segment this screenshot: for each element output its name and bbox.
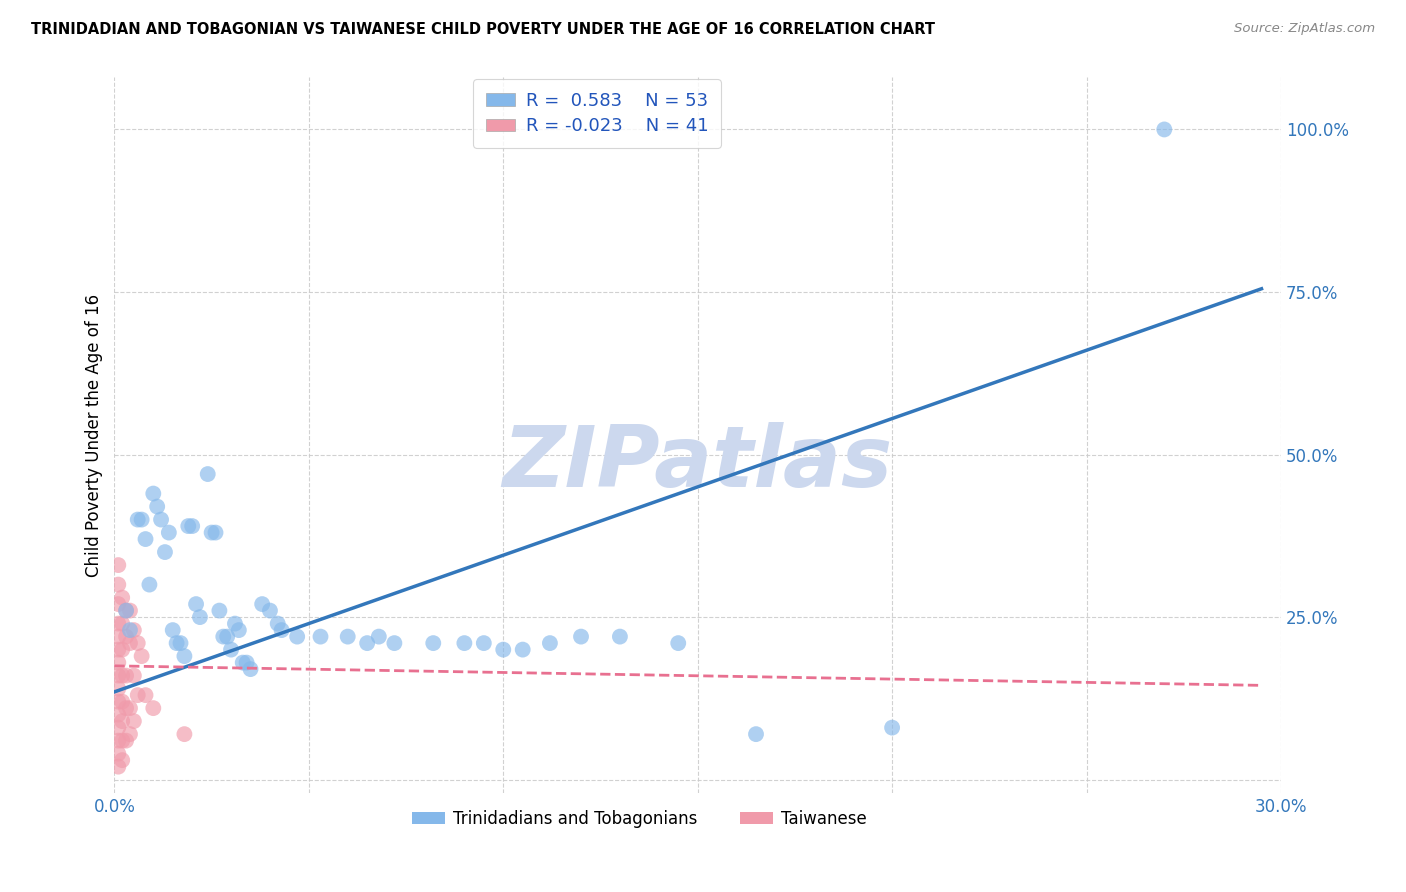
Point <box>250 597 273 611</box>
Point <box>356 636 378 650</box>
Point <box>122 623 145 637</box>
Text: Source: ZipAtlas.com: Source: ZipAtlas.com <box>1234 22 1375 36</box>
Point <box>127 636 149 650</box>
Point <box>177 519 200 533</box>
Point <box>107 681 129 696</box>
Point <box>127 512 149 526</box>
Point <box>111 668 134 682</box>
Point <box>309 630 332 644</box>
Point <box>107 759 129 773</box>
Point <box>131 649 153 664</box>
Point <box>157 525 180 540</box>
Point <box>115 668 138 682</box>
Point <box>239 662 262 676</box>
Point <box>134 688 156 702</box>
Point <box>217 630 239 644</box>
Point <box>111 733 134 747</box>
Text: TRINIDADIAN AND TOBAGONIAN VS TAIWANESE CHILD POVERTY UNDER THE AGE OF 16 CORREL: TRINIDADIAN AND TOBAGONIAN VS TAIWANESE … <box>31 22 935 37</box>
Point <box>285 630 308 644</box>
Point <box>367 630 389 644</box>
Point <box>107 733 129 747</box>
Point <box>422 636 444 650</box>
Point <box>181 519 204 533</box>
Point <box>107 695 129 709</box>
Point <box>115 604 138 618</box>
Point <box>107 558 129 573</box>
Point <box>745 727 768 741</box>
Point <box>336 630 359 644</box>
Point <box>472 636 495 650</box>
Point <box>107 747 129 761</box>
Point <box>232 656 254 670</box>
Point <box>188 610 211 624</box>
Point <box>609 630 631 644</box>
Point <box>512 642 534 657</box>
Point <box>111 642 134 657</box>
Point <box>122 714 145 728</box>
Point <box>107 616 129 631</box>
Point <box>142 486 165 500</box>
Point <box>538 636 561 650</box>
Point <box>224 616 246 631</box>
Point <box>197 467 219 481</box>
Point <box>270 623 292 637</box>
Point <box>111 591 134 605</box>
Point <box>118 623 141 637</box>
Point <box>107 642 129 657</box>
Point <box>201 525 224 540</box>
Point <box>153 545 176 559</box>
Point <box>111 753 134 767</box>
Point <box>219 642 242 657</box>
Point <box>208 604 231 618</box>
Point <box>142 701 165 715</box>
Point <box>162 623 184 637</box>
Point <box>166 636 188 650</box>
Point <box>122 668 145 682</box>
Point <box>131 512 153 526</box>
Point <box>492 642 515 657</box>
Point <box>138 577 160 591</box>
Point <box>212 630 235 644</box>
Point <box>169 636 191 650</box>
Text: ZIPatlas: ZIPatlas <box>502 422 893 505</box>
Point <box>107 630 129 644</box>
Point <box>150 512 173 526</box>
Point <box>118 701 141 715</box>
Point <box>111 616 134 631</box>
Point <box>204 525 226 540</box>
Point <box>111 695 134 709</box>
Point <box>173 649 195 664</box>
Point <box>118 636 141 650</box>
Point <box>382 636 405 650</box>
Point <box>569 630 592 644</box>
Point <box>173 727 195 741</box>
Point <box>882 721 904 735</box>
Point <box>107 656 129 670</box>
Point <box>107 577 129 591</box>
Point <box>107 707 129 722</box>
Point <box>267 616 290 631</box>
Point <box>107 668 129 682</box>
Point <box>1153 122 1175 136</box>
Point <box>115 733 138 747</box>
Point <box>107 721 129 735</box>
Point <box>134 532 156 546</box>
Point <box>235 656 257 670</box>
Point <box>666 636 689 650</box>
Point <box>146 500 169 514</box>
Point <box>127 688 149 702</box>
Point <box>111 714 134 728</box>
Point <box>107 597 129 611</box>
Point <box>259 604 281 618</box>
Point <box>228 623 250 637</box>
Point <box>115 604 138 618</box>
Y-axis label: Child Poverty Under the Age of 16: Child Poverty Under the Age of 16 <box>86 293 103 576</box>
Point <box>115 701 138 715</box>
Point <box>118 727 141 741</box>
Point <box>115 630 138 644</box>
Point <box>184 597 207 611</box>
Legend: Trinidadians and Tobagonians, Taiwanese: Trinidadians and Tobagonians, Taiwanese <box>405 803 873 834</box>
Point <box>118 604 141 618</box>
Point <box>453 636 475 650</box>
